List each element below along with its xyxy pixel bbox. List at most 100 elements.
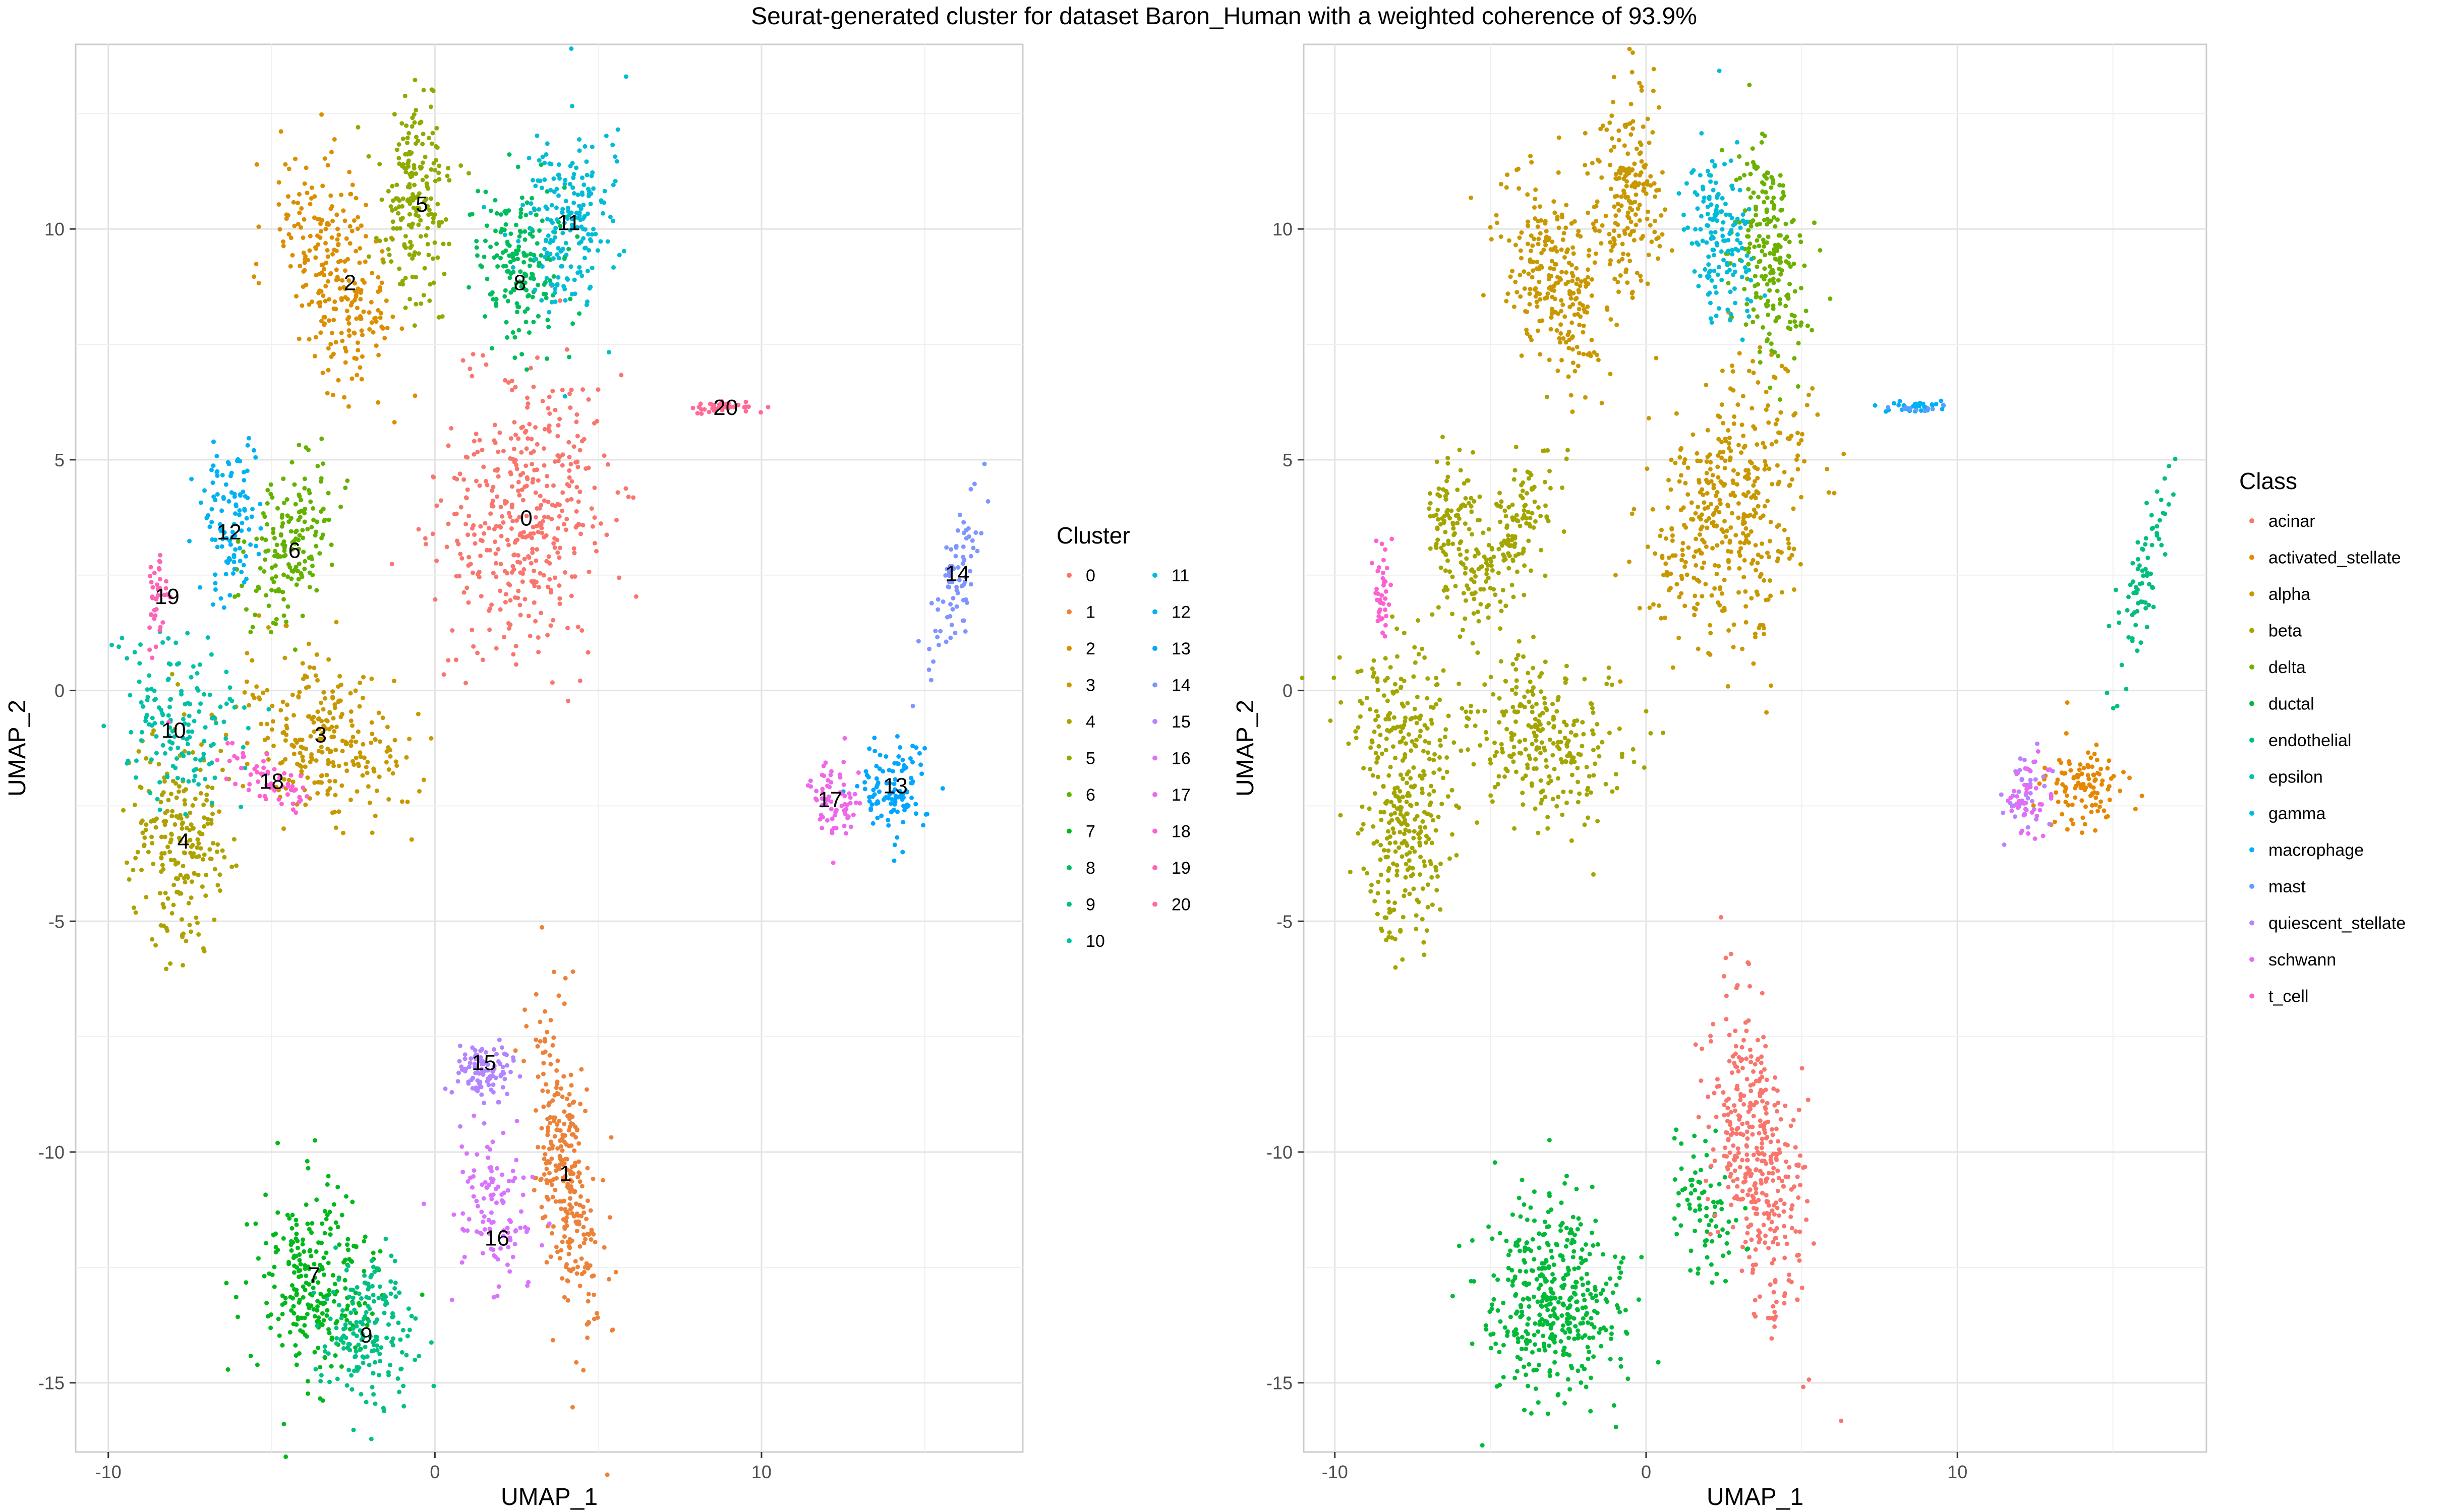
- data-point: [322, 1344, 327, 1349]
- data-point: [174, 756, 179, 761]
- data-point: [1557, 747, 1562, 752]
- data-point: [1612, 237, 1617, 243]
- data-point: [358, 365, 363, 370]
- data-point: [406, 222, 412, 227]
- data-point: [319, 700, 323, 705]
- data-point: [321, 1318, 326, 1323]
- data-point: [569, 479, 574, 484]
- data-point: [1547, 737, 1552, 742]
- data-point: [288, 773, 294, 778]
- data-point: [590, 232, 595, 237]
- data-point: [484, 362, 489, 367]
- data-point: [560, 1148, 565, 1153]
- data-point: [1592, 225, 1597, 230]
- data-point: [161, 867, 166, 872]
- data-point: [1771, 374, 1776, 379]
- data-point: [926, 667, 931, 672]
- data-point: [690, 405, 695, 410]
- data-point: [355, 340, 360, 345]
- data-point: [1348, 870, 1353, 875]
- data-point: [204, 516, 209, 520]
- data-point: [324, 772, 329, 777]
- data-point: [536, 263, 541, 268]
- data-point: [161, 790, 166, 795]
- data-point: [381, 260, 386, 265]
- data-point: [867, 799, 872, 804]
- data-point: [759, 410, 763, 415]
- data-point: [1435, 874, 1440, 879]
- data-point: [568, 296, 573, 301]
- data-point: [1731, 622, 1736, 627]
- data-point: [559, 1206, 564, 1212]
- data-point: [298, 737, 302, 742]
- data-point: [345, 1303, 350, 1308]
- data-point: [1677, 479, 1682, 484]
- data-point: [539, 253, 544, 258]
- data-point: [384, 1336, 389, 1341]
- data-point: [284, 723, 289, 728]
- data-point: [1519, 353, 1524, 358]
- data-point: [281, 244, 286, 249]
- data-point: [336, 378, 341, 383]
- data-point: [553, 286, 558, 291]
- data-point: [332, 729, 337, 734]
- data-point: [505, 1092, 509, 1097]
- data-point: [518, 570, 523, 575]
- data-point: [526, 436, 530, 441]
- data-point: [286, 166, 292, 171]
- data-point: [281, 597, 286, 602]
- data-point: [576, 1159, 581, 1164]
- data-point: [1749, 461, 1754, 466]
- data-point: [1680, 540, 1685, 546]
- data-point: [502, 635, 506, 640]
- data-point: [1725, 549, 1730, 554]
- data-point: [1698, 517, 1703, 522]
- data-point: [198, 758, 203, 763]
- data-point: [1730, 369, 1735, 374]
- data-point: [305, 794, 310, 799]
- data-point: [329, 150, 334, 155]
- data-point: [1504, 727, 1509, 732]
- data-point: [215, 883, 220, 888]
- data-point: [569, 1083, 574, 1088]
- data-point: [1625, 214, 1630, 219]
- data-point: [1528, 286, 1533, 291]
- data-point: [274, 542, 279, 548]
- data-point: [1616, 138, 1621, 143]
- data-point: [194, 767, 199, 772]
- data-point: [1557, 276, 1562, 281]
- data-point: [1539, 689, 1544, 694]
- data-point: [1434, 888, 1439, 893]
- data-point: [536, 314, 541, 319]
- data-point: [581, 236, 586, 241]
- legend-item: 15: [1152, 712, 1191, 732]
- data-point: [1402, 893, 1407, 898]
- data-point: [325, 789, 330, 794]
- data-point: [1656, 256, 1661, 261]
- data-point: [1538, 352, 1543, 357]
- x-axis-title: UMAP_1: [501, 1484, 598, 1510]
- data-point: [548, 590, 553, 595]
- data-point: [300, 303, 305, 308]
- data-point: [321, 690, 326, 695]
- data-point: [236, 539, 241, 544]
- cluster-label-18: 18: [259, 769, 284, 794]
- data-point: [472, 532, 477, 537]
- data-point: [290, 801, 296, 806]
- data-point: [498, 505, 503, 509]
- data-point: [877, 789, 882, 794]
- data-point: [478, 524, 483, 529]
- data-point: [346, 315, 352, 320]
- data-point: [306, 1166, 311, 1171]
- data-point: [350, 1301, 355, 1306]
- data-point: [567, 1116, 572, 1121]
- data-point: [498, 256, 503, 261]
- data-point: [278, 532, 283, 537]
- data-point: [484, 478, 488, 483]
- data-point: [253, 613, 258, 618]
- data-point: [358, 750, 363, 755]
- data-point: [336, 232, 341, 237]
- data-point: [392, 738, 397, 743]
- data-point: [354, 196, 359, 201]
- data-point: [319, 289, 324, 294]
